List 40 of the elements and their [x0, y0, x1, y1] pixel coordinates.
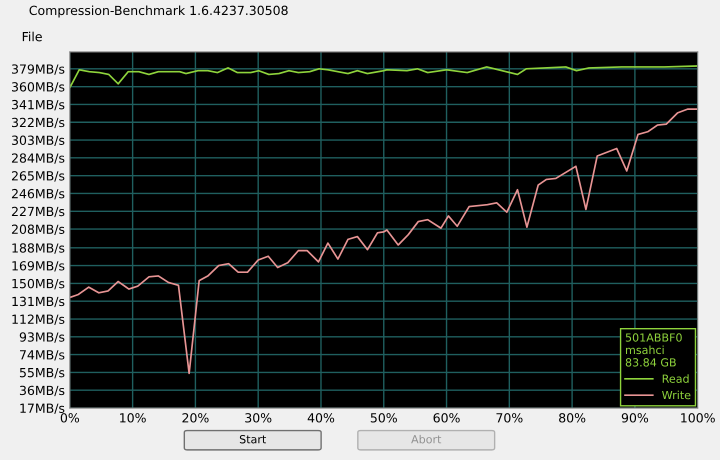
- y-tick-label: 284MB/s: [12, 153, 64, 164]
- legend-label: Write: [662, 390, 690, 400]
- y-tick-label: 360MB/s: [12, 82, 64, 93]
- x-tick-label: 100%: [681, 413, 715, 423]
- x-tick-label: 0%: [60, 413, 80, 423]
- y-tick-label: 36MB/s: [20, 386, 64, 396]
- x-tick-label: 40%: [308, 413, 334, 423]
- y-tick-label: 17MB/s: [20, 404, 64, 414]
- x-tick-label: 30%: [245, 413, 272, 423]
- x-tick-label: 20%: [182, 413, 209, 423]
- legend-label: Read: [662, 374, 689, 383]
- x-tick-label: 70%: [496, 413, 523, 423]
- line-series: [70, 65, 698, 88]
- y-tick-label: 341MB/s: [12, 100, 64, 110]
- x-tick-label: 10%: [120, 413, 146, 423]
- x-tick-label: 50%: [370, 413, 397, 423]
- y-tick-label: 265MB/s: [12, 171, 64, 182]
- y-tick-label: 208MB/s: [12, 224, 64, 235]
- legend-title: 501ABBF0 msahci 83.84 GB: [626, 333, 682, 367]
- y-tick-label: 93MB/s: [20, 332, 64, 343]
- y-tick-label: 169MB/s: [12, 261, 64, 272]
- text: Abort: [411, 434, 442, 444]
- text: Start: [240, 435, 266, 444]
- y-tick-label: 131MB/s: [12, 296, 64, 308]
- x-tick-label: 80%: [559, 413, 586, 423]
- y-tick-label: 246MB/s: [12, 188, 64, 200]
- line-series: [70, 108, 698, 374]
- x-tick-label: 60%: [434, 413, 460, 423]
- y-tick-label: 303MB/s: [12, 136, 64, 146]
- y-tick-label: 55MB/s: [20, 368, 64, 378]
- chart-title: Compression-Benchmark 1.6.4237.30508: [30, 5, 288, 18]
- y-tick-label: 227MB/s: [12, 206, 64, 218]
- y-tick-label: 74MB/s: [20, 350, 64, 361]
- y-tick-label: 112MB/s: [12, 314, 64, 325]
- text: File: [22, 32, 42, 42]
- y-tick-label: 188MB/s: [12, 243, 64, 254]
- x-tick-label: 90%: [622, 413, 648, 423]
- y-tick-label: 379MB/s: [12, 64, 64, 75]
- y-tick-label: 150MB/s: [12, 278, 64, 290]
- y-tick-label: 322MB/s: [12, 118, 64, 128]
